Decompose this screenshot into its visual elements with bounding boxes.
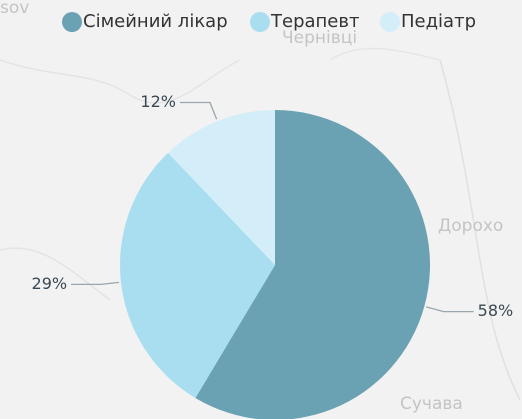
legend-marker bbox=[380, 12, 400, 32]
map-road bbox=[439, 59, 521, 401]
data-label: 12% bbox=[140, 92, 176, 111]
map-label: Сучава bbox=[400, 394, 463, 414]
legend-label: Педіатр bbox=[401, 11, 476, 32]
leader-line bbox=[426, 306, 474, 313]
map-road bbox=[0, 59, 241, 104]
map-label: Чернівці bbox=[282, 28, 357, 48]
data-label: 29% bbox=[32, 274, 68, 293]
map-road bbox=[0, 247, 111, 301]
map-label: Дорохо bbox=[438, 216, 503, 236]
leader-line bbox=[179, 101, 218, 120]
legend-marker bbox=[62, 12, 82, 32]
pie-slice bbox=[195, 110, 430, 419]
legend-label: Терапевт bbox=[270, 11, 359, 32]
legend-label: Сімейний лікар bbox=[83, 11, 228, 32]
data-label: 58% bbox=[478, 301, 514, 320]
leader-line bbox=[71, 281, 120, 286]
pie-slice bbox=[120, 152, 275, 398]
pie-slice bbox=[168, 110, 275, 265]
map-label: sov bbox=[0, 0, 29, 18]
legend-marker bbox=[250, 12, 270, 32]
map-road bbox=[329, 47, 441, 61]
